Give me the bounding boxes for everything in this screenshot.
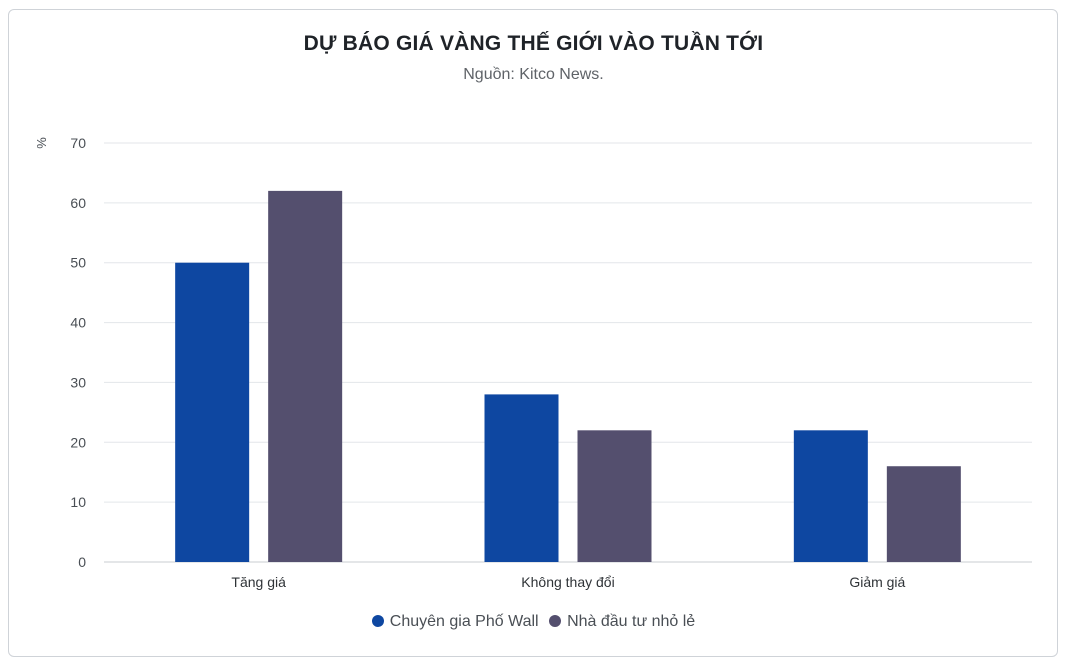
legend: Chuyên gia Phố Wall Nhà đầu tư nhỏ lẻ <box>0 613 1067 631</box>
bar-series-1-3[interactable] <box>793 430 868 562</box>
legend-marker-series-2 <box>549 615 562 627</box>
grid-lines <box>104 142 1032 563</box>
y-tick-label: 10 <box>70 494 86 510</box>
y-axis-ticks: 0 10 20 30 40 50 60 70 <box>70 135 86 570</box>
y-tick-label: 20 <box>70 434 86 450</box>
y-axis-label: % <box>34 137 49 149</box>
y-tick-label: 0 <box>78 554 86 570</box>
x-tick-label: Giảm giá <box>849 574 905 590</box>
bar-series-2-2[interactable] <box>577 430 652 562</box>
x-tick-label: Tăng giá <box>231 574 286 590</box>
bar-series-2-1[interactable] <box>268 190 343 562</box>
legend-label-series-1: Chuyên gia Phố Wall <box>389 613 539 630</box>
bars <box>175 190 961 562</box>
chart-title: DỰ BÁO GIÁ VÀNG THẾ GIỚI VÀO TUẦN TỚI <box>303 32 764 55</box>
x-axis-ticks: Tăng giá Không thay đổi Giảm giá <box>231 574 905 590</box>
chart-subtitle: Nguồn: Kitco News. <box>463 66 604 83</box>
bar-series-2-3[interactable] <box>886 466 961 562</box>
bar-series-1-2[interactable] <box>484 394 559 562</box>
legend-item-series-2[interactable]: Nhà đầu tư nhỏ lẻ <box>549 613 695 631</box>
y-tick-label: 50 <box>70 255 86 271</box>
x-tick-label: Không thay đổi <box>521 574 614 590</box>
y-tick-label: 40 <box>70 315 86 331</box>
legend-label-series-2: Nhà đầu tư nhỏ lẻ <box>567 613 696 630</box>
legend-item-series-1[interactable]: Chuyên gia Phố Wall <box>371 613 539 631</box>
y-tick-label: 30 <box>70 374 86 390</box>
y-tick-label: 70 <box>70 135 86 151</box>
bar-series-1-1[interactable] <box>175 262 250 562</box>
legend-marker-series-1 <box>371 615 384 627</box>
y-tick-label: 60 <box>70 195 86 211</box>
